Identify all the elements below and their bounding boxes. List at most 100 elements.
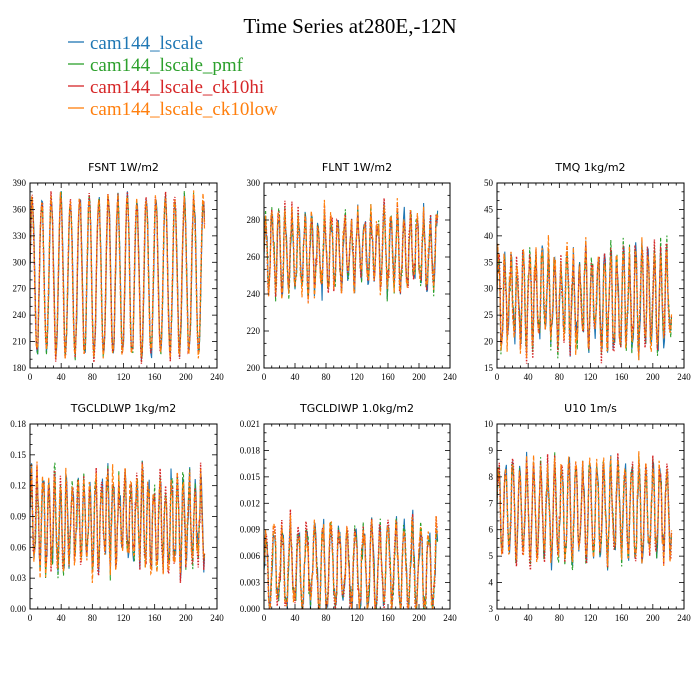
- x-tick-label: 160: [381, 613, 395, 623]
- series-group: [30, 189, 206, 364]
- panel: FSNT 1W/m2 0 40 80 120 160 200 240 180 210 240 270 3…: [13, 161, 225, 382]
- x-tick-label: 160: [615, 613, 629, 623]
- legend-entry: cam144_lscale_pmf: [68, 55, 244, 76]
- y-tick-label: 0.18: [10, 419, 26, 429]
- y-tick-label: 300: [247, 178, 261, 188]
- y-tick-label: 0.006: [240, 551, 261, 561]
- y-tick-label: 0.015: [240, 472, 261, 482]
- series-line: [264, 514, 439, 609]
- y-tick-label: 40: [484, 231, 494, 241]
- y-tick-label: 0.021: [240, 419, 260, 429]
- y-tick-label: 260: [247, 252, 261, 262]
- y-tick-label: 4: [489, 578, 494, 588]
- legend: cam144_lscalecam144_lscale_pmfcam144_lsc…: [68, 33, 278, 120]
- legend-entry: cam144_lscale_ck10low: [68, 99, 278, 120]
- y-tick-label: 240: [13, 310, 27, 320]
- y-tick-label: 9: [489, 445, 494, 455]
- legend-entry: cam144_lscale: [68, 33, 203, 54]
- y-tick-label: 180: [13, 363, 27, 373]
- plot-frame: [263, 423, 451, 610]
- x-tick-label: 200: [412, 372, 426, 382]
- y-tick-label: 15: [484, 363, 494, 373]
- series-line: [497, 451, 673, 567]
- y-tick-label: 0.06: [10, 542, 26, 552]
- panel-title: TGCLDLWP 1kg/m2: [70, 402, 176, 415]
- x-tick-label: 240: [677, 372, 691, 382]
- series-line: [30, 461, 206, 584]
- x-tick-label: 200: [179, 613, 193, 623]
- y-tick-label: 0.12: [10, 481, 26, 491]
- y-tick-label: 330: [13, 231, 27, 241]
- panel: FLNT 1W/m2 0 40 80 120 160 200 240 200 220 240 260 2…: [247, 161, 458, 382]
- x-tick-label: 80: [88, 372, 98, 382]
- x-tick-label: 160: [148, 372, 162, 382]
- x-tick-label: 240: [443, 613, 457, 623]
- x-tick-label: 0: [28, 372, 33, 382]
- x-tick-label: 80: [322, 613, 332, 623]
- x-tick-label: 0: [495, 613, 500, 623]
- y-tick-label: 270: [13, 284, 27, 294]
- x-tick-label: 120: [350, 372, 364, 382]
- legend-entry: cam144_lscale_ck10hi: [68, 77, 264, 98]
- legend-label: cam144_lscale: [90, 33, 203, 54]
- y-tick-label: 45: [484, 204, 494, 214]
- x-tick-label: 40: [57, 613, 67, 623]
- x-tick-label: 200: [412, 613, 426, 623]
- y-tick-label: 360: [13, 204, 27, 214]
- series-group: [264, 198, 439, 304]
- x-tick-label: 80: [88, 613, 98, 623]
- x-tick-label: 0: [262, 613, 267, 623]
- x-tick-label: 120: [584, 372, 598, 382]
- x-tick-label: 120: [117, 613, 131, 623]
- y-tick-label: 3: [489, 604, 494, 614]
- x-tick-label: 0: [262, 372, 267, 382]
- panel: TGCLDLWP 1kg/m2 0 40 80 120 160 200 240 0.00 0.03…: [10, 402, 224, 623]
- series-line: [30, 190, 206, 360]
- panel: TGCLDIWP 1.0kg/m2 0 40 80 120 160 200 240 0.000 0…: [240, 402, 458, 623]
- x-tick-label: 200: [646, 613, 660, 623]
- y-tick-label: 390: [13, 178, 27, 188]
- x-tick-label: 200: [179, 372, 193, 382]
- y-tick-label: 35: [484, 257, 494, 267]
- y-tick-label: 280: [247, 215, 261, 225]
- x-tick-label: 40: [291, 372, 301, 382]
- x-tick-label: 40: [524, 372, 534, 382]
- y-tick-label: 5: [489, 551, 494, 561]
- panels-grid: FSNT 1W/m20 40 80 120 160 200 2401802102402703…: [10, 161, 691, 623]
- x-tick-label: 40: [57, 372, 67, 382]
- series-group: [497, 451, 673, 571]
- y-tick-label: 0.012: [240, 498, 260, 508]
- x-tick-label: 80: [322, 372, 332, 382]
- x-tick-label: 160: [381, 372, 395, 382]
- legend-label: cam144_lscale_pmf: [90, 55, 244, 76]
- y-tick-label: 25: [484, 310, 494, 320]
- y-tick-label: 7: [489, 498, 494, 508]
- y-tick-label: 6: [489, 525, 494, 535]
- panel-title: FSNT 1W/m2: [88, 161, 159, 174]
- x-tick-label: 80: [555, 372, 565, 382]
- x-tick-label: 160: [148, 613, 162, 623]
- x-tick-label: 0: [28, 613, 33, 623]
- y-tick-label: 220: [247, 326, 261, 336]
- y-tick-label: 0.15: [10, 450, 26, 460]
- y-tick-label: 0.003: [240, 578, 261, 588]
- series-group: [30, 460, 206, 584]
- series-line: [497, 235, 673, 359]
- series-line: [264, 198, 439, 304]
- y-tick-label: 240: [247, 289, 261, 299]
- x-tick-label: 80: [555, 613, 565, 623]
- x-tick-label: 160: [615, 372, 629, 382]
- legend-label: cam144_lscale_ck10low: [90, 99, 278, 120]
- y-tick-label: 210: [13, 337, 27, 347]
- panel: TMQ 1kg/m2 0 40 80 120 160 200 240 15 20 25 30 35 40 4…: [484, 161, 691, 382]
- x-tick-label: 240: [677, 613, 691, 623]
- y-tick-label: 10: [484, 419, 494, 429]
- x-tick-label: 240: [443, 372, 457, 382]
- x-tick-label: 40: [524, 613, 534, 623]
- x-tick-label: 0: [495, 372, 500, 382]
- y-tick-label: 0.09: [10, 512, 26, 522]
- legend-label: cam144_lscale_ck10hi: [90, 77, 264, 98]
- x-tick-label: 40: [291, 613, 301, 623]
- panel-title: TMQ 1kg/m2: [554, 161, 625, 174]
